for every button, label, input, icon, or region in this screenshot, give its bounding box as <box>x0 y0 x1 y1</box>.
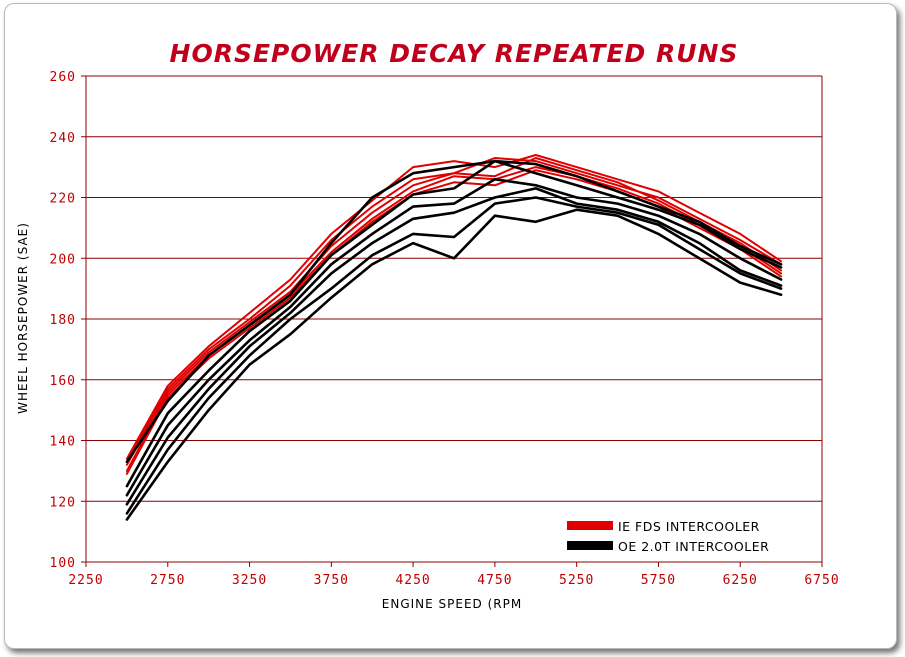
x-tick-label: 3250 <box>232 573 267 588</box>
ie-fds-run-line <box>125 157 783 466</box>
x-tick-label: 4750 <box>477 573 512 588</box>
x-tick-label: 2250 <box>68 573 103 588</box>
legend: IE FDS INTERCOOLER OE 2.0T INTERCOOLER <box>567 519 769 554</box>
oe-run-line <box>125 159 783 464</box>
x-tick-label: 5250 <box>559 573 594 588</box>
y-tick-label: 240 <box>50 131 76 146</box>
tick-labels: 100 120 140 160 180 200 220 240 260 2250 2750 3250 3… <box>50 70 839 588</box>
y-tick-label: 200 <box>50 252 76 267</box>
y-tick-label: 140 <box>50 435 76 450</box>
x-tick-label: 3750 <box>314 573 349 588</box>
grid-lines <box>86 75 822 563</box>
legend-swatch-ie-fds <box>567 521 613 530</box>
x-tick-label: 2750 <box>150 573 185 588</box>
y-tick-label: 100 <box>50 556 76 571</box>
oe-run-line <box>125 187 783 506</box>
legend-label-oe: OE 2.0T INTERCOOLER <box>618 539 769 554</box>
legend-label-ie-fds: IE FDS INTERCOOLER <box>618 519 760 534</box>
y-tick-label: 160 <box>50 374 76 389</box>
y-tick-label: 220 <box>50 192 76 207</box>
x-tick-label: 6750 <box>804 573 839 588</box>
chart-frame <box>4 3 897 649</box>
chart-title: HORSEPOWER DECAY REPEATED RUNS <box>170 39 739 68</box>
y-axis-label: WHEEL HORSEPOWER (SAE) <box>16 222 30 414</box>
oe-run-line <box>125 178 783 497</box>
series-lines <box>125 154 783 521</box>
y-tick-label: 180 <box>50 313 76 328</box>
x-tick-label: 5750 <box>641 573 676 588</box>
legend-swatch-oe <box>567 541 613 550</box>
ie-fds-run-line <box>125 154 783 460</box>
x-tick-label: 6250 <box>723 573 758 588</box>
oe-run-line <box>125 208 783 521</box>
axes <box>81 75 823 567</box>
oe-run-line <box>125 196 783 515</box>
y-tick-label: 260 <box>50 70 76 85</box>
y-tick-label: 120 <box>50 495 76 510</box>
oe-run-line <box>125 159 783 488</box>
x-tick-label: 4250 <box>395 573 430 588</box>
x-axis-label: ENGINE SPEED (RPM <box>382 597 522 611</box>
